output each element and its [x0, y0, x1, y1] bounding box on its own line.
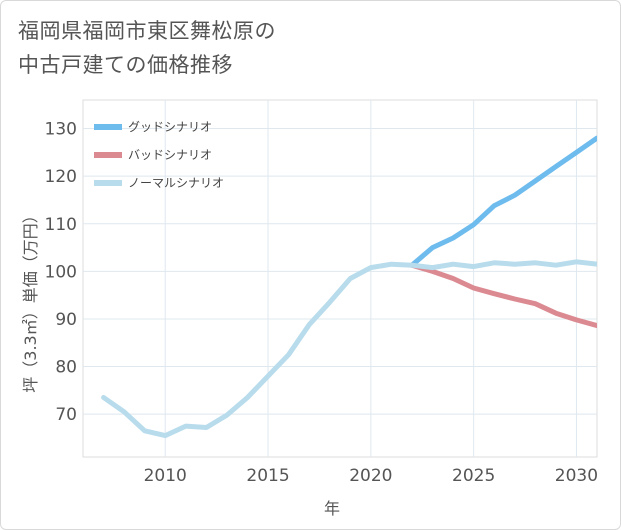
y-tick-label-110: 110	[45, 215, 77, 235]
grid	[83, 100, 597, 457]
y-tick-label-120: 120	[45, 167, 77, 187]
x-tick-label-2025: 2025	[452, 466, 495, 486]
x-tick-label-2015: 2015	[246, 466, 289, 486]
y-tick-label-70: 70	[55, 405, 77, 425]
y-axis-title: 坪（3.3㎡）単価（万円）	[21, 207, 40, 392]
chart-title: 福岡県福岡市東区舞松原の 中古戸建ての価格推移	[18, 14, 498, 82]
normal-scenario-line	[101, 259, 597, 439]
tick-labels: 2010 2015 2020 2025 2030 70 80 90 100 110 120 130	[45, 120, 599, 486]
chart-title-line-2: 中古戸建ての価格推移	[18, 53, 233, 77]
legend-label-good: グッドシナリオ	[128, 120, 212, 134]
x-tick-label-2020: 2020	[349, 466, 392, 486]
y-tick-label-80: 80	[55, 358, 77, 378]
legend: グッドシナリオ バッドシナリオ ノーマルシナリオ	[94, 120, 224, 190]
bad-scenario-line	[409, 262, 597, 329]
good-scenario-line	[409, 135, 597, 268]
y-tick-label-100: 100	[45, 262, 77, 282]
plot-area	[82, 99, 598, 458]
chart-title-line-1: 福岡県福岡市東区舞松原の	[18, 19, 276, 43]
x-tick-label-2010: 2010	[144, 466, 187, 486]
x-axis-title: 年	[324, 499, 340, 518]
x-tick-label-2030: 2030	[555, 466, 598, 486]
legend-label-normal: ノーマルシナリオ	[128, 176, 224, 190]
y-tick-label-90: 90	[55, 310, 77, 330]
legend-label-bad: バッドシナリオ	[128, 148, 212, 162]
y-tick-label-130: 130	[45, 120, 77, 140]
series-lines	[101, 135, 597, 439]
